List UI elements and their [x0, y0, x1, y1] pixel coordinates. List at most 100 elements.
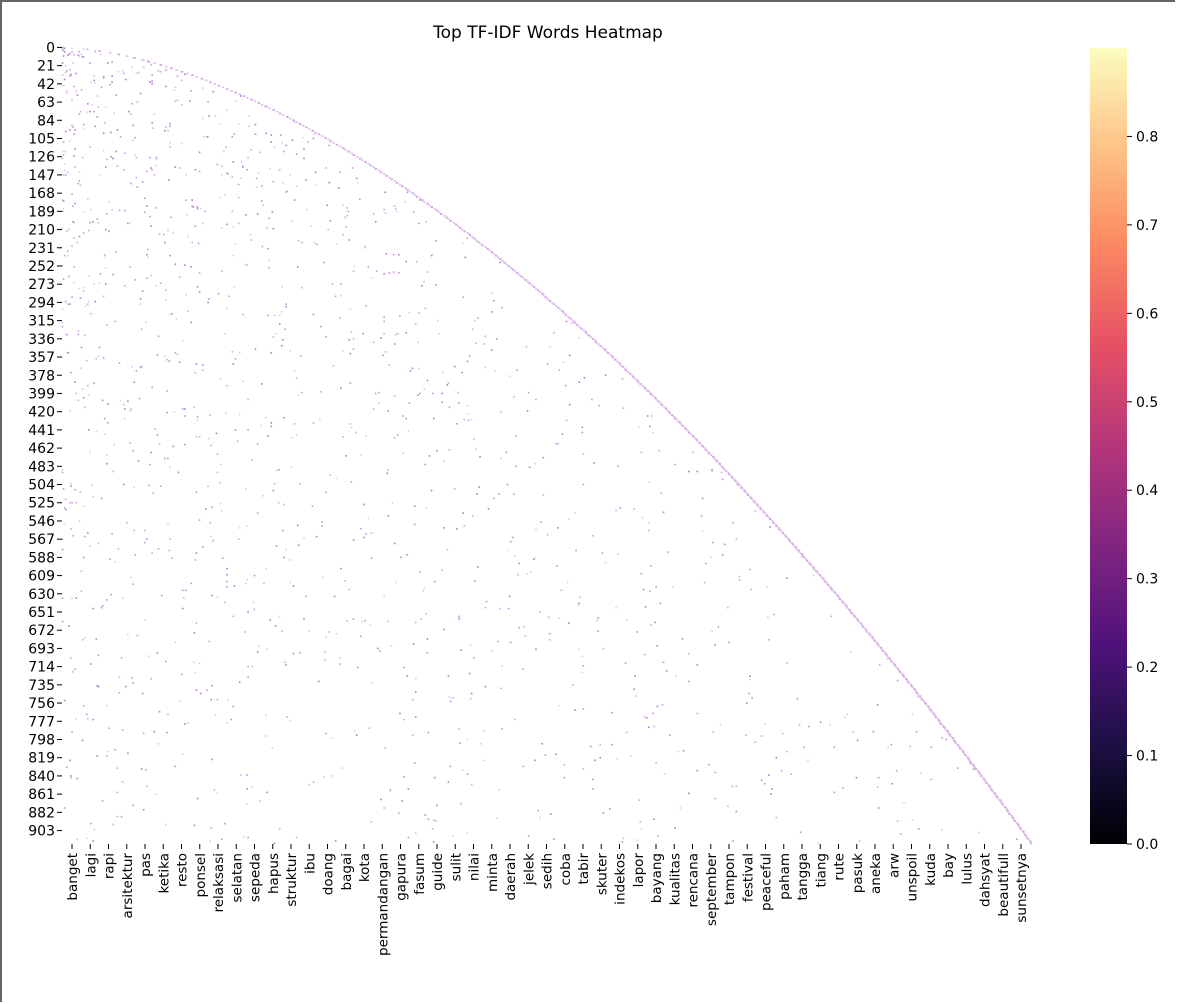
heatmap-cell: [750, 497, 753, 500]
heatmap-cell: [664, 407, 668, 410]
heatmap-cell: [323, 261, 325, 264]
heatmap-cell: [219, 377, 222, 380]
heatmap-cell: [456, 423, 458, 425]
heatmap-cell: [98, 346, 101, 349]
heatmap-cell: [1016, 823, 1020, 826]
heatmap-cell: [557, 442, 559, 445]
heatmap-cell: [281, 114, 285, 117]
heatmap-cell: [264, 105, 266, 108]
heatmap-cell: [324, 658, 326, 661]
heatmap-cell: [359, 198, 361, 201]
heatmap-cell: [486, 247, 489, 250]
heatmap-cell: [844, 605, 848, 607]
heatmap-cell: [665, 670, 668, 672]
heatmap-cell: [808, 725, 810, 728]
heatmap-cell: [515, 465, 517, 468]
heatmap-cell: [647, 481, 650, 483]
heatmap-cell: [312, 313, 315, 316]
heatmap-cell: [467, 413, 470, 416]
heatmap-cell: [578, 337, 580, 339]
heatmap-cell: [647, 521, 650, 524]
heatmap-cell: [432, 417, 435, 420]
heatmap-cell: [282, 338, 284, 341]
heatmap-cell: [185, 199, 187, 201]
heatmap-cell: [79, 110, 82, 113]
heatmap-cell: [331, 283, 334, 285]
heatmap-cell: [696, 440, 699, 443]
heatmap-cell: [238, 527, 241, 529]
heatmap-cell: [583, 377, 586, 379]
heatmap-cell: [731, 785, 733, 788]
heatmap-cell: [209, 81, 212, 84]
heatmap-cell: [466, 237, 469, 240]
heatmap-cell: [443, 628, 446, 631]
heatmap-cell: [313, 133, 316, 135]
heatmap-cell: [1015, 838, 1018, 841]
heatmap-cell: [345, 226, 347, 228]
heatmap-cell: [1024, 834, 1027, 836]
heatmap-cell: [118, 676, 121, 678]
heatmap-cell: [87, 303, 89, 305]
heatmap-cell: [652, 712, 654, 715]
heatmap-cell: [279, 134, 282, 136]
heatmap-cell: [662, 511, 665, 514]
heatmap-cell: [688, 470, 690, 473]
heatmap-cell: [347, 150, 350, 153]
heatmap-cell: [190, 266, 192, 268]
heatmap-cell: [749, 495, 752, 498]
heatmap-cell: [90, 208, 92, 211]
heatmap-cell: [93, 110, 95, 113]
heatmap-cell: [686, 429, 690, 432]
heatmap-cell: [93, 382, 95, 384]
heatmap-cell: [644, 388, 648, 391]
heatmap-cell: [112, 157, 114, 160]
heatmap-cell: [877, 645, 881, 647]
heatmap-cell: [736, 481, 739, 484]
heatmap-cell: [181, 408, 184, 410]
heatmap-cell: [392, 253, 395, 256]
heatmap-cell: [68, 228, 70, 231]
heatmap-cell: [969, 762, 972, 765]
heatmap-cell: [490, 292, 493, 294]
x-tick-label: selatan: [229, 853, 245, 903]
heatmap-cell: [858, 840, 861, 842]
heatmap-cell: [999, 801, 1003, 803]
heatmap-cell: [266, 227, 268, 229]
heatmap-cell: [232, 161, 235, 163]
heatmap-cell: [906, 679, 909, 682]
heatmap-cell: [196, 207, 199, 210]
heatmap-cell: [829, 586, 832, 588]
y-axis: 0214263841051261471681892102312522732943…: [28, 40, 62, 840]
heatmap-cell: [509, 266, 513, 269]
heatmap-cell: [484, 606, 487, 609]
heatmap-cell: [180, 673, 183, 676]
heatmap-cell: [79, 367, 82, 370]
heatmap-cell: [208, 437, 210, 440]
heatmap-cell: [278, 168, 281, 171]
heatmap-cell: [662, 405, 666, 408]
heatmap-cell: [578, 648, 580, 651]
heatmap-cell: [257, 645, 260, 647]
heatmap-cell: [155, 164, 158, 167]
heatmap-cell: [799, 831, 802, 834]
heatmap-cell: [492, 299, 495, 302]
heatmap-cell: [110, 593, 112, 596]
heatmap-cell: [361, 620, 363, 623]
heatmap-cell: [665, 409, 669, 411]
heatmap-cell: [155, 285, 158, 287]
heatmap-cell: [292, 119, 295, 122]
heatmap-cell: [218, 196, 221, 199]
heatmap-cell: [443, 214, 446, 217]
heatmap-cell: [201, 117, 204, 120]
heatmap-cell: [62, 55, 65, 57]
heatmap-cell: [643, 386, 647, 389]
heatmap-cell: [938, 721, 942, 724]
heatmap-cell: [109, 83, 111, 86]
heatmap-cell: [332, 142, 336, 144]
heatmap-cell: [848, 608, 851, 611]
heatmap-cell: [927, 705, 930, 708]
heatmap-cell: [423, 388, 425, 390]
heatmap-cell: [150, 225, 152, 227]
heatmap-cell: [75, 72, 78, 75]
heatmap-cell: [296, 524, 299, 527]
